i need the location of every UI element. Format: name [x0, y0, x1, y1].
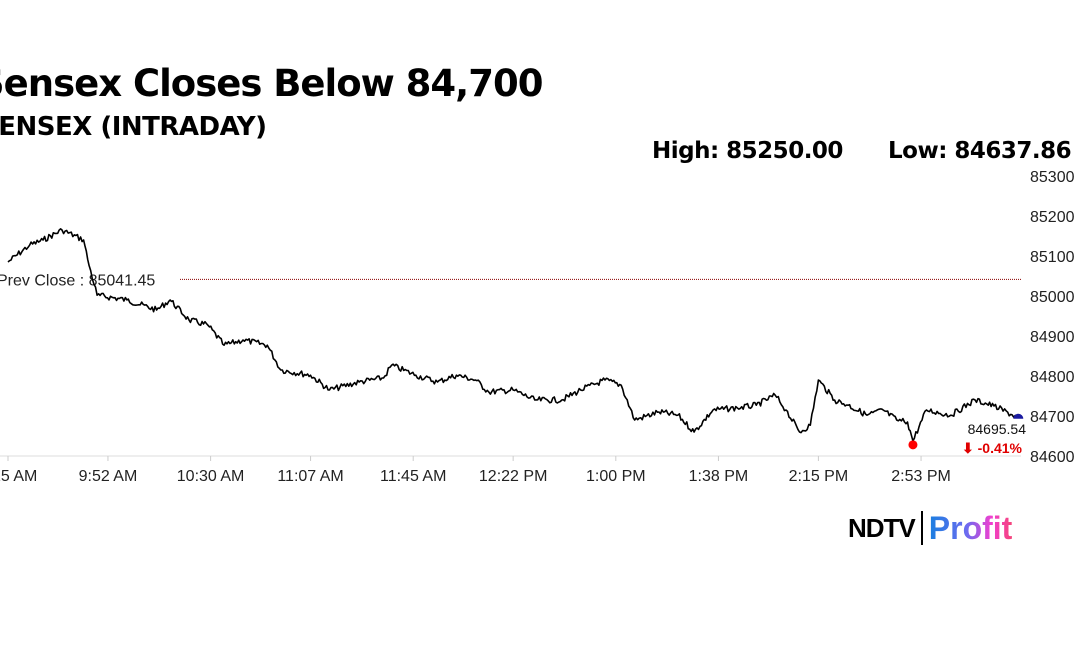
logo-profit: Profit — [928, 509, 1013, 546]
y-tick-label: 84700 — [1030, 409, 1075, 426]
y-tick-label: 84600 — [1030, 449, 1075, 466]
change-label: ⬇ -0.41% — [962, 440, 1023, 456]
chart-title: Sensex Closes Below 84,700 — [0, 62, 543, 105]
x-tick-label: 10:30 AM — [177, 468, 245, 485]
x-tick-label: 1:00 PM — [586, 468, 646, 485]
low-label: Low: 84637.86 — [888, 138, 1072, 164]
x-tick-label: 12:22 PM — [479, 468, 547, 485]
y-tick-label: 85200 — [1030, 209, 1075, 226]
high-label: High: 85250.00 — [652, 138, 843, 164]
y-tick-label: 85000 — [1030, 289, 1075, 306]
y-tick-label: 85300 — [1030, 169, 1075, 186]
x-tick-label: 2:15 PM — [789, 468, 849, 485]
low-marker — [908, 440, 918, 450]
x-tick-label: 2:53 PM — [891, 468, 951, 485]
prev-close-label: Prev Close : 85041.45 — [0, 272, 155, 289]
y-tick-label: 85100 — [1030, 249, 1075, 266]
chart-subtitle: SENSEX (INTRADAY) — [0, 112, 267, 142]
ndtv-profit-logo: NDTV Profit — [848, 510, 1012, 546]
x-tick-label: 9:52 AM — [79, 468, 138, 485]
logo-ndtv: NDTV — [848, 512, 916, 543]
x-tick-label: 9:15 AM — [0, 468, 37, 485]
y-tick-label: 84800 — [1030, 369, 1075, 386]
y-tick-label: 84900 — [1030, 329, 1075, 346]
last-value-label: 84695.54 — [968, 421, 1027, 437]
x-tick-label: 11:45 AM — [380, 468, 446, 485]
x-tick-label: 11:07 AM — [277, 468, 343, 485]
last-price-marker — [1013, 413, 1024, 419]
logo-divider — [920, 511, 923, 545]
price-line — [7, 228, 1019, 442]
x-tick-label: 1:38 PM — [689, 468, 749, 485]
